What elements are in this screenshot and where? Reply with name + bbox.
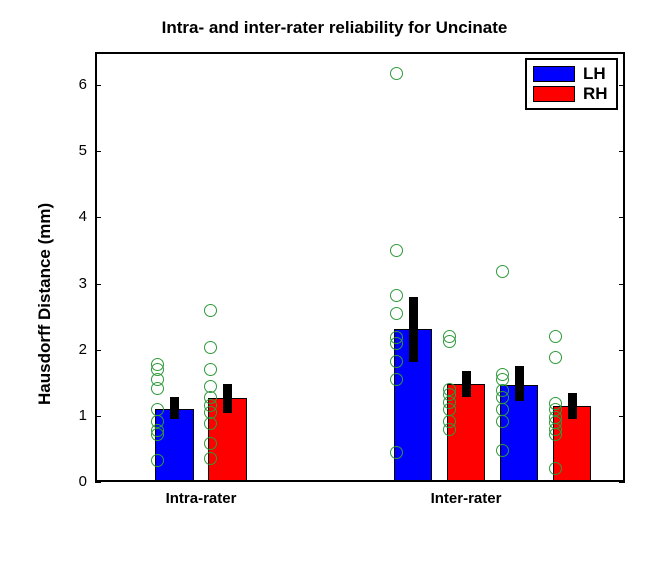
scatter-point — [390, 67, 403, 80]
scatter-point — [496, 391, 509, 404]
legend: LHRH — [525, 58, 618, 110]
error-bar — [170, 397, 179, 419]
scatter-point — [549, 351, 562, 364]
y-tick-label: 2 — [57, 341, 87, 358]
y-tick — [95, 217, 101, 218]
y-tick — [619, 284, 625, 285]
legend-label: RH — [583, 84, 608, 104]
axis-right — [623, 52, 625, 482]
scatter-point — [443, 403, 456, 416]
scatter-point — [204, 304, 217, 317]
axis-top — [95, 52, 625, 54]
chart-title: Intra- and inter-rater reliability for U… — [0, 18, 669, 38]
y-tick — [95, 416, 101, 417]
scatter-point — [204, 363, 217, 376]
scatter-point — [443, 423, 456, 436]
y-tick — [619, 416, 625, 417]
y-tick-label: 0 — [57, 473, 87, 490]
chart-figure: Intra- and inter-rater reliability for U… — [0, 0, 669, 563]
scatter-point — [549, 462, 562, 475]
y-tick — [619, 151, 625, 152]
error-bar — [568, 393, 577, 419]
scatter-point — [390, 307, 403, 320]
scatter-point — [496, 265, 509, 278]
y-tick — [95, 482, 101, 483]
y-tick — [95, 284, 101, 285]
scatter-point — [496, 403, 509, 416]
error-bar — [223, 384, 232, 412]
scatter-point — [549, 428, 562, 441]
scatter-point — [151, 403, 164, 416]
scatter-point — [390, 373, 403, 386]
y-tick-label: 3 — [57, 275, 87, 292]
scatter-point — [390, 355, 403, 368]
x-category-label: Intra-rater — [141, 490, 261, 507]
scatter-point — [390, 337, 403, 350]
y-tick-label: 5 — [57, 142, 87, 159]
y-tick — [619, 482, 625, 483]
x-category-label: Inter-rater — [406, 490, 526, 507]
y-tick — [95, 85, 101, 86]
scatter-point — [443, 335, 456, 348]
scatter-point — [496, 415, 509, 428]
y-tick-label: 4 — [57, 208, 87, 225]
scatter-point — [151, 428, 164, 441]
scatter-point — [390, 244, 403, 257]
scatter-point — [549, 330, 562, 343]
scatter-point — [204, 341, 217, 354]
legend-swatch — [533, 66, 575, 82]
error-bar — [409, 297, 418, 362]
legend-swatch — [533, 86, 575, 102]
scatter-point — [151, 454, 164, 467]
legend-item: RH — [533, 84, 608, 104]
y-tick — [619, 217, 625, 218]
legend-item: LH — [533, 64, 608, 84]
error-bar — [515, 366, 524, 401]
scatter-point — [151, 382, 164, 395]
y-tick-label: 1 — [57, 407, 87, 424]
y-tick — [95, 151, 101, 152]
scatter-point — [496, 444, 509, 457]
y-tick — [619, 350, 625, 351]
y-tick — [619, 85, 625, 86]
plot-area: 0123456Intra-raterInter-raterLHRH — [95, 52, 625, 482]
error-bar — [462, 371, 471, 397]
scatter-point — [390, 289, 403, 302]
legend-label: LH — [583, 64, 606, 84]
axis-left — [95, 52, 97, 482]
y-axis-label: Hausdorff Distance (mm) — [35, 202, 55, 404]
scatter-point — [390, 446, 403, 459]
y-tick — [95, 350, 101, 351]
y-tick-label: 6 — [57, 76, 87, 93]
